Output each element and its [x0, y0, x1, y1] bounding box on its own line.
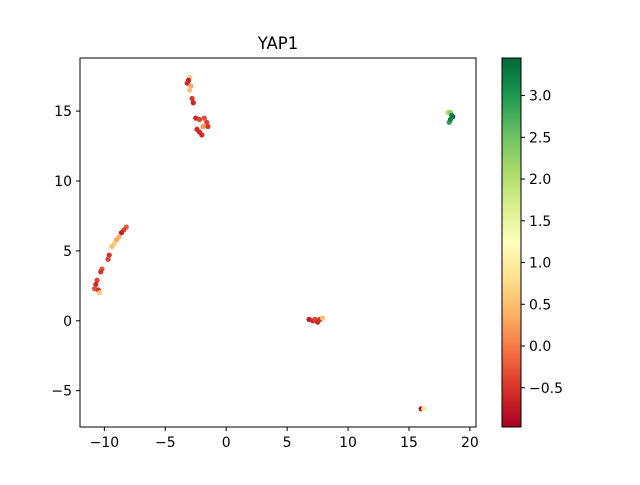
colorbar-tick-label: 1.0: [529, 256, 551, 272]
scatter-point: [118, 230, 125, 236]
scatter-point: [94, 277, 100, 283]
scatter-point: [184, 80, 190, 86]
scatter-point: [447, 116, 454, 123]
scatter-point: [421, 406, 427, 412]
scatter-point: [205, 123, 211, 130]
scatter-point: [200, 123, 206, 130]
x-tick-label: −5: [155, 435, 176, 451]
scatter-point: [113, 237, 120, 243]
x-tick-label: 5: [283, 435, 292, 451]
colorbar-axis: −0.5 0.0 0.5 1.0 1.5 2.0 2.5 3.0: [521, 89, 563, 397]
x-tick-label: 15: [400, 435, 418, 451]
x-tick-label: −10: [90, 435, 120, 451]
y-tick-label: −5: [51, 384, 72, 400]
colorbar-tick-label: 3.0: [529, 89, 551, 105]
scatter-point: [199, 132, 205, 138]
y-tick-label: 15: [54, 104, 72, 120]
colorbar-tick-label: −0.5: [529, 381, 563, 397]
scatter-point: [106, 252, 112, 258]
scatter-point: [187, 87, 193, 93]
scatter-point: [109, 244, 115, 250]
scatter-point: [98, 269, 104, 275]
y-tick-label: 10: [54, 174, 72, 190]
scatter-point: [201, 115, 207, 121]
x-axis: −10 −5 0 5 10 15 20: [90, 427, 479, 451]
points-layer: [92, 74, 456, 412]
scatter-point: [96, 290, 103, 296]
chart-title: YAP1: [257, 34, 299, 53]
colorbar-tick-label: 2.0: [529, 172, 551, 188]
scatter-point: [188, 83, 194, 89]
x-tick-label: 20: [461, 435, 479, 451]
colorbar-tick-label: 2.5: [529, 130, 551, 146]
plot-frame: [79, 57, 477, 428]
scatter-point: [190, 100, 196, 106]
x-tick-label: 0: [222, 435, 231, 451]
scatter-point: [204, 119, 210, 125]
scatter-point: [196, 116, 203, 123]
x-tick-label: 10: [339, 435, 357, 451]
colorbar-tick-label: 0.0: [529, 339, 551, 355]
y-tick-label: 0: [63, 314, 72, 330]
colorbar-tick-label: 1.5: [529, 214, 551, 230]
y-axis: −5 0 5 10 15: [51, 104, 80, 400]
scatter-point: [319, 315, 326, 321]
colorbar-tick-label: 0.5: [529, 297, 551, 313]
scatter-point: [93, 281, 99, 288]
scatter-point: [189, 95, 195, 102]
scatter-point: [105, 256, 111, 262]
y-tick-label: 5: [63, 244, 72, 260]
colorbar: [501, 57, 522, 428]
